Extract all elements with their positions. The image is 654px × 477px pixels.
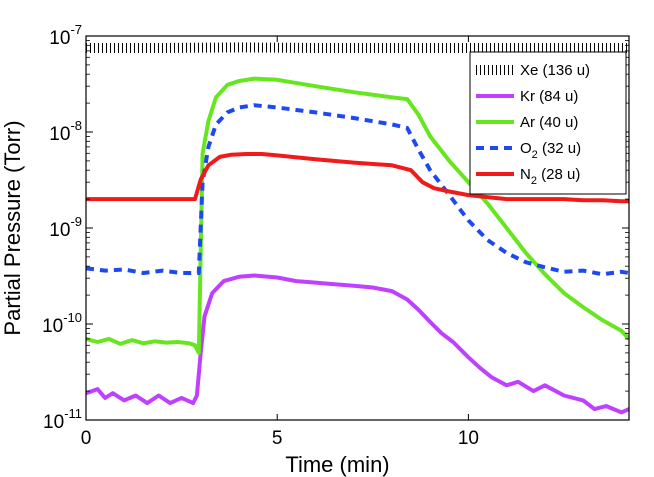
legend-label-ar-40-u: Ar (40 u) xyxy=(520,114,578,131)
axis-ticks xyxy=(85,35,629,421)
y-tick-label: 10-8 xyxy=(49,118,82,145)
legend-label-o2-32-u: O2 (32 u) xyxy=(520,140,581,161)
series-line-kr-84-u xyxy=(86,273,629,415)
series-layer xyxy=(86,42,629,415)
x-tick-label: 5 xyxy=(272,428,283,449)
y-tick-label: 10-7 xyxy=(49,22,82,49)
y-tick-label: 10-10 xyxy=(42,310,82,337)
y-axis-label: Partial Pressure (Torr) xyxy=(0,120,25,335)
legend-label-xe-136-u: Xe (136 u) xyxy=(520,62,590,79)
legend-label-kr-84-u: Kr (84 u) xyxy=(520,88,578,105)
series-line-n2-28-u xyxy=(86,152,629,204)
series-line-ar-40-u xyxy=(86,76,629,355)
x-tick-label: 0 xyxy=(81,428,92,449)
x-tick-label: 10 xyxy=(458,428,479,449)
legend: Xe (136 u) Kr (84 u) Ar (40 u) O2 (32 u) N2 … xyxy=(469,51,627,195)
axis-labels: 0 5 10 10-11 10-10 10-9 10-8 10-7 Time (min) Part… xyxy=(0,22,479,477)
y-tick-label: 10-9 xyxy=(49,214,82,241)
y-tick-label: 10-11 xyxy=(43,406,82,433)
series-line-o2-32-u xyxy=(86,103,629,277)
legend-label-n2-28-u: N2 (28 u) xyxy=(520,166,580,187)
x-axis-label: Time (min) xyxy=(285,452,389,477)
